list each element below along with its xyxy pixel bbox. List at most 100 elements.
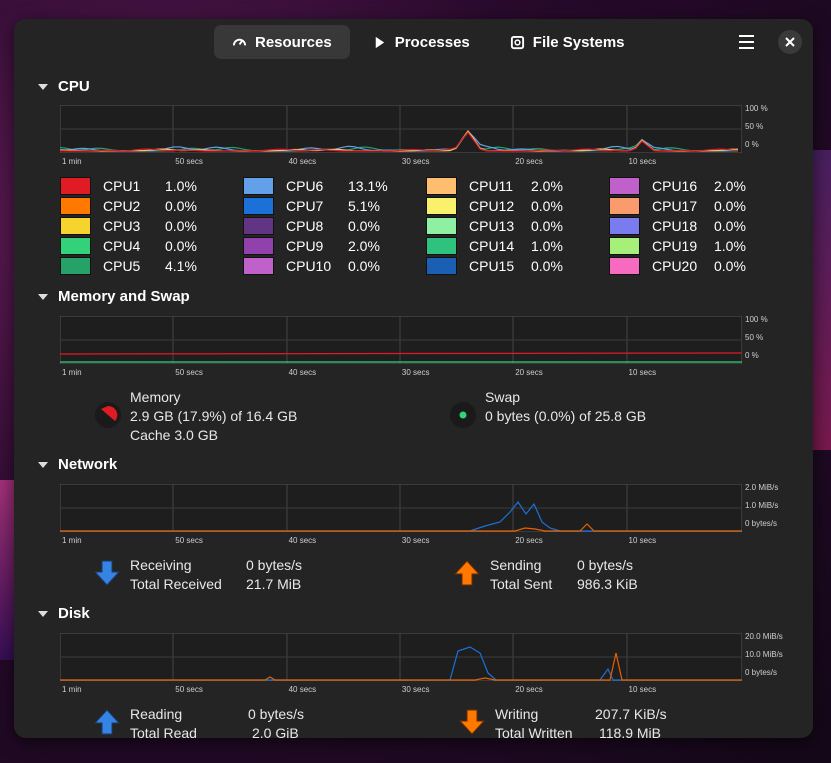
total-written-label: Total Written [495, 725, 573, 738]
arrow-down-icon [458, 708, 486, 738]
cpu-legend-item[interactable]: CPU7 5.1% [243, 197, 408, 215]
cpu-color-swatch[interactable] [243, 177, 274, 195]
cpu-legend-item[interactable]: CPU3 0.0% [60, 217, 225, 235]
network-section-header[interactable]: Network [38, 456, 117, 473]
close-button[interactable] [778, 30, 802, 54]
cpu-name: CPU11 [469, 178, 514, 194]
tab-file-systems-label: File Systems [532, 33, 625, 51]
cpu-name: CPU13 [469, 218, 515, 234]
cpu-color-swatch[interactable] [243, 257, 274, 275]
sending-label: Sending [490, 557, 542, 573]
memory-time-tick: 30 secs [401, 368, 430, 377]
cpu-name: CPU12 [469, 198, 515, 214]
cpu-color-swatch[interactable] [60, 177, 91, 195]
cpu-name: CPU5 [103, 258, 141, 274]
cpu-usage-value: 0.0% [165, 218, 197, 234]
cpu-name: CPU10 [286, 258, 332, 274]
tab-resources[interactable]: Resources [214, 25, 350, 59]
memory-value: 2.9 GB (17.9%) of 16.4 GB [130, 408, 298, 424]
network-time-tick: 30 secs [401, 536, 430, 545]
cpu-legend-item[interactable]: CPU8 0.0% [243, 217, 408, 235]
cpu-color-swatch[interactable] [609, 237, 640, 255]
memory-cache: Cache 3.0 GB [130, 427, 218, 443]
cpu-color-swatch[interactable] [60, 217, 91, 235]
reading-history-line [60, 646, 742, 681]
memory-label: Memory [130, 389, 181, 405]
cpu-color-swatch[interactable] [426, 217, 457, 235]
receiving-labels: Receiving Total Received [130, 556, 222, 594]
cpu-name: CPU14 [469, 238, 515, 254]
writing-values: 207.7 KiB/s 118.9 MiB [595, 705, 667, 738]
cpu-color-swatch[interactable] [60, 237, 91, 255]
sending-history-line [60, 523, 742, 532]
cpu-value-tick: 100 % [745, 104, 768, 113]
cpu-legend-item[interactable]: CPU16 2.0% [609, 177, 774, 195]
cpu-legend-item[interactable]: CPU9 2.0% [243, 237, 408, 255]
cpu-color-swatch[interactable] [426, 257, 457, 275]
cpu-color-swatch[interactable] [426, 177, 457, 195]
network-time-tick: 10 secs [628, 536, 657, 545]
swap-stats: Swap 0 bytes (0.0%) of 25.8 GB [485, 388, 646, 426]
network-history-graph [60, 484, 742, 532]
memory-history-line [60, 352, 742, 355]
cpu-color-swatch[interactable] [243, 237, 274, 255]
tab-processes[interactable]: Processes [354, 25, 488, 59]
cpu-legend-item[interactable]: CPU19 1.0% [609, 237, 774, 255]
cpu-color-swatch[interactable] [609, 217, 640, 235]
main-menu-button[interactable] [736, 31, 758, 53]
cpu-name: CPU9 [286, 238, 324, 254]
cpu-legend-item[interactable]: CPU2 0.0% [60, 197, 225, 215]
disk-time-tick: 30 secs [401, 685, 430, 694]
arrow-up-icon [93, 708, 121, 738]
cpu-legend-item[interactable]: CPU4 0.0% [60, 237, 225, 255]
cpu-color-swatch[interactable] [243, 197, 274, 215]
cpu-usage-value: 2.0% [531, 178, 563, 194]
swap-pie-icon [449, 401, 477, 434]
system-monitor-window: Resources Processes File Systems CPU 1 m… [14, 19, 813, 738]
cpu-value-tick: 50 % [745, 122, 764, 131]
cpu-name: CPU8 [286, 218, 324, 234]
network-time-tick: 20 secs [515, 536, 543, 545]
cpu-section-header[interactable]: CPU [38, 78, 90, 95]
cpu-color-swatch[interactable] [243, 217, 274, 235]
cpu-legend-item[interactable]: CPU18 0.0% [609, 217, 774, 235]
cpu-usage-value: 1.0% [165, 178, 197, 194]
cpu-color-swatch[interactable] [609, 257, 640, 275]
cpu-color-swatch[interactable] [60, 257, 91, 275]
tab-file-systems[interactable]: File Systems [492, 25, 643, 59]
receiving-label: Receiving [130, 557, 192, 573]
cpu-usage-value: 0.0% [348, 258, 380, 274]
cpu-color-swatch[interactable] [609, 177, 640, 195]
cpu-legend-item[interactable]: CPU12 0.0% [426, 197, 591, 215]
cpu-legend-item[interactable]: CPU5 4.1% [60, 257, 225, 275]
total-written-value: 118.9 MiB [599, 725, 661, 738]
cpu-legend-item[interactable]: CPU20 0.0% [609, 257, 774, 275]
memory-time-tick: 10 secs [628, 368, 657, 377]
cpu-color-swatch[interactable] [609, 197, 640, 215]
cpu-legend-item[interactable]: CPU15 0.0% [426, 257, 591, 275]
chevron-down-icon [38, 293, 48, 300]
cpu-legend-item[interactable]: CPU6 13.1% [243, 177, 408, 195]
network-value-tick: 2.0 MiB/s [745, 483, 779, 492]
memory-section-header[interactable]: Memory and Swap [38, 288, 190, 305]
cpu-legend-item[interactable]: CPU14 1.0% [426, 237, 591, 255]
disk-section-header[interactable]: Disk [38, 605, 90, 622]
cpu-legend-item[interactable]: CPU10 0.0% [243, 257, 408, 275]
cpu-color-swatch[interactable] [426, 237, 457, 255]
total-received-label: Total Received [130, 576, 222, 592]
memory-time-tick: 20 secs [515, 368, 543, 377]
network-time-tick: 40 secs [288, 536, 317, 545]
cpu-color-swatch[interactable] [426, 197, 457, 215]
cpu-legend-item[interactable]: CPU17 0.0% [609, 197, 774, 215]
total-read-label: Total Read [130, 725, 197, 738]
writing-value: 207.7 KiB/s [595, 706, 667, 722]
cpu-name: CPU18 [652, 218, 698, 234]
cpu-section-title: CPU [58, 78, 90, 95]
total-read-value: 2.0 GiB [252, 725, 299, 738]
memory-stats: Memory 2.9 GB (17.9%) of 16.4 GB Cache 3… [130, 388, 297, 445]
cpu-legend-item[interactable]: CPU1 1.0% [60, 177, 225, 195]
disk-icon [510, 35, 524, 49]
cpu-legend-item[interactable]: CPU13 0.0% [426, 217, 591, 235]
cpu-legend-item[interactable]: CPU11 2.0% [426, 177, 591, 195]
cpu-color-swatch[interactable] [60, 197, 91, 215]
